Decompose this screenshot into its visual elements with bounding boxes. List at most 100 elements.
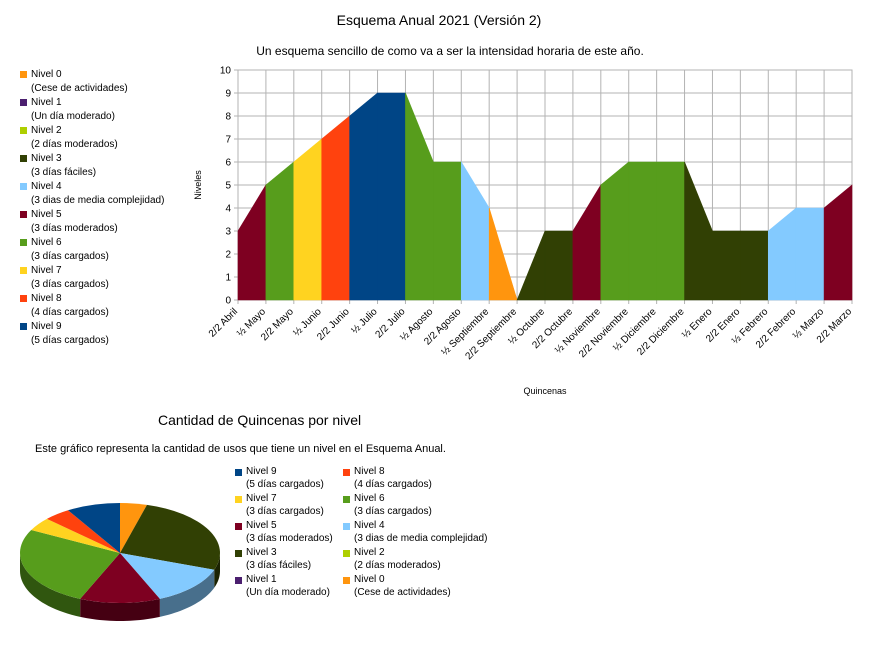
legend-swatch xyxy=(235,577,242,584)
legend-text: Nivel 3 (3 días fáciles) xyxy=(31,152,96,179)
x-axis-label: Quincenas xyxy=(523,386,567,396)
x-tick-label: 2/2 Abril xyxy=(207,306,240,339)
legend-item: Nivel 0 (Cese de actividades) xyxy=(20,68,164,96)
legend-label: Nivel 9 xyxy=(31,321,62,332)
y-tick-label: 6 xyxy=(225,158,231,169)
legend-description: (4 días cargados) xyxy=(31,306,109,318)
legend-swatch xyxy=(20,127,27,134)
legend-label: Nivel 0 xyxy=(31,69,62,80)
legend-label: Nivel 1 xyxy=(31,97,62,108)
legend-swatch xyxy=(20,99,27,106)
y-tick-label: 9 xyxy=(225,89,231,100)
legend-item: Nivel 5 (3 días moderados) xyxy=(20,208,164,236)
area-segment xyxy=(712,230,741,301)
area-segment xyxy=(823,184,853,301)
area-segment xyxy=(795,207,825,301)
legend-swatch xyxy=(20,155,27,162)
legend-description: (3 dias de media complejidad) xyxy=(31,194,165,206)
legend-item: Nivel 6 (3 días cargados) xyxy=(20,236,164,264)
legend-label: Nivel 3 xyxy=(31,153,62,164)
legend-text: Nivel 2 (2 días moderados) xyxy=(31,124,118,151)
area-segment xyxy=(377,92,406,301)
chart-title: Esquema Anual 2021 (Versión 2) xyxy=(336,12,542,28)
legend-label: Nivel 0 xyxy=(354,574,385,585)
pie-slice xyxy=(68,503,120,553)
legend-description: (3 días cargados) xyxy=(354,505,432,517)
legend-text: Nivel 8 (4 días cargados) xyxy=(31,292,109,319)
legend-description: (Un día moderado) xyxy=(31,110,115,122)
legend-label: Nivel 4 xyxy=(31,181,62,192)
legend-swatch xyxy=(235,523,242,530)
area-segment xyxy=(349,92,378,301)
legend-description: (2 días moderados) xyxy=(31,138,118,150)
legend-description: (Cese de actividades) xyxy=(31,82,128,94)
y-tick-label: 0 xyxy=(225,296,231,307)
area-segment xyxy=(628,161,657,301)
y-tick-label: 3 xyxy=(225,227,231,238)
legend-item: Nivel 5 (3 días moderados) xyxy=(235,520,343,546)
legend-item: Nivel 2 (2 días moderados) xyxy=(343,547,503,573)
legend-item: Nivel 1 (Un día moderado) xyxy=(235,574,343,600)
legend-description: (3 días moderados) xyxy=(31,222,118,234)
area-segment xyxy=(600,161,630,301)
area-segment xyxy=(293,138,323,301)
legend-swatch xyxy=(235,496,242,503)
legend-swatch xyxy=(20,295,27,302)
legend-swatch xyxy=(343,550,350,557)
legend-text: Nivel 1 (Un día moderado) xyxy=(246,574,330,599)
legend-description: (3 días cargados) xyxy=(31,250,109,262)
legend-swatch xyxy=(235,469,242,476)
legend-item: Nivel 8 (4 días cargados) xyxy=(20,292,164,320)
legend-swatch xyxy=(343,577,350,584)
legend-text: Nivel 2 (2 días moderados) xyxy=(354,547,441,572)
pie-slice-side xyxy=(159,569,215,617)
legend-description: (3 días cargados) xyxy=(31,278,109,290)
pie-slice-side xyxy=(80,598,160,621)
legend-description: (3 dias de media complejidad) xyxy=(354,532,488,544)
legend-label: Nivel 7 xyxy=(31,265,62,276)
chart-subtitle: Un esquema sencillo de como va a ser la … xyxy=(256,44,644,58)
legend-item: Nivel 7 (3 días cargados) xyxy=(235,493,343,519)
pie-slice xyxy=(31,518,120,553)
y-tick-label: 8 xyxy=(225,112,231,123)
legend-label: Nivel 2 xyxy=(31,125,62,136)
y-axis-label: Niveles xyxy=(193,170,203,200)
legend-swatch xyxy=(20,211,27,218)
legend-swatch xyxy=(20,323,27,330)
legend-item: Nivel 0 (Cese de actividades) xyxy=(343,574,503,600)
legend-item: Nivel 9 (5 días cargados) xyxy=(20,320,164,348)
area-chart-legend: Nivel 0 (Cese de actividades) Nivel 1 (Un d… xyxy=(20,68,164,348)
legend-label: Nivel 9 xyxy=(246,466,277,477)
legend-label: Nivel 6 xyxy=(31,237,62,248)
legend-text: Nivel 7 (3 días cargados) xyxy=(31,264,109,291)
legend-description: (5 días cargados) xyxy=(31,334,109,346)
legend-description: (5 días cargados) xyxy=(246,478,324,490)
legend-swatch xyxy=(20,71,27,78)
area-segment xyxy=(321,115,350,301)
legend-description: (3 días fáciles) xyxy=(246,559,312,571)
legend-item: Nivel 8 (4 días cargados) xyxy=(343,466,503,492)
legend-label: Nivel 4 xyxy=(354,520,385,531)
legend-swatch xyxy=(20,183,27,190)
legend-text: Nivel 8 (4 días cargados) xyxy=(354,466,432,491)
legend-text: Nivel 9 (5 días cargados) xyxy=(31,320,109,347)
legend-item: Nivel 3 (3 días fáciles) xyxy=(235,547,343,573)
pie-chart-legend: Nivel 9 (5 días cargados) Nivel 8 (4 días c… xyxy=(235,466,515,600)
legend-item: Nivel 3 (3 días fáciles) xyxy=(20,152,164,180)
legend-label: Nivel 1 xyxy=(246,574,277,585)
legend-item: Nivel 1 (Un día moderado) xyxy=(20,96,164,124)
legend-item: Nivel 4 (3 dias de media complejidad) xyxy=(343,520,503,546)
pie-chart-title: Cantidad de Quincenas por nivel xyxy=(158,412,362,428)
legend-description: (2 días moderados) xyxy=(354,559,441,571)
legend-description: (3 días moderados) xyxy=(246,532,333,544)
pie-chart-subtitle: Este gráfico representa la cantidad de u… xyxy=(35,443,446,455)
legend-description: (4 días cargados) xyxy=(354,478,432,490)
legend-label: Nivel 8 xyxy=(31,293,62,304)
legend-swatch xyxy=(343,496,350,503)
legend-label: Nivel 3 xyxy=(246,547,277,558)
legend-label: Nivel 7 xyxy=(246,493,277,504)
legend-item: Nivel 4 (3 dias de media complejidad) xyxy=(20,180,164,208)
legend-description: (3 días fáciles) xyxy=(31,166,97,178)
legend-item: Nivel 2 (2 días moderados) xyxy=(20,124,164,152)
legend-text: Nivel 9 (5 días cargados) xyxy=(246,466,324,491)
